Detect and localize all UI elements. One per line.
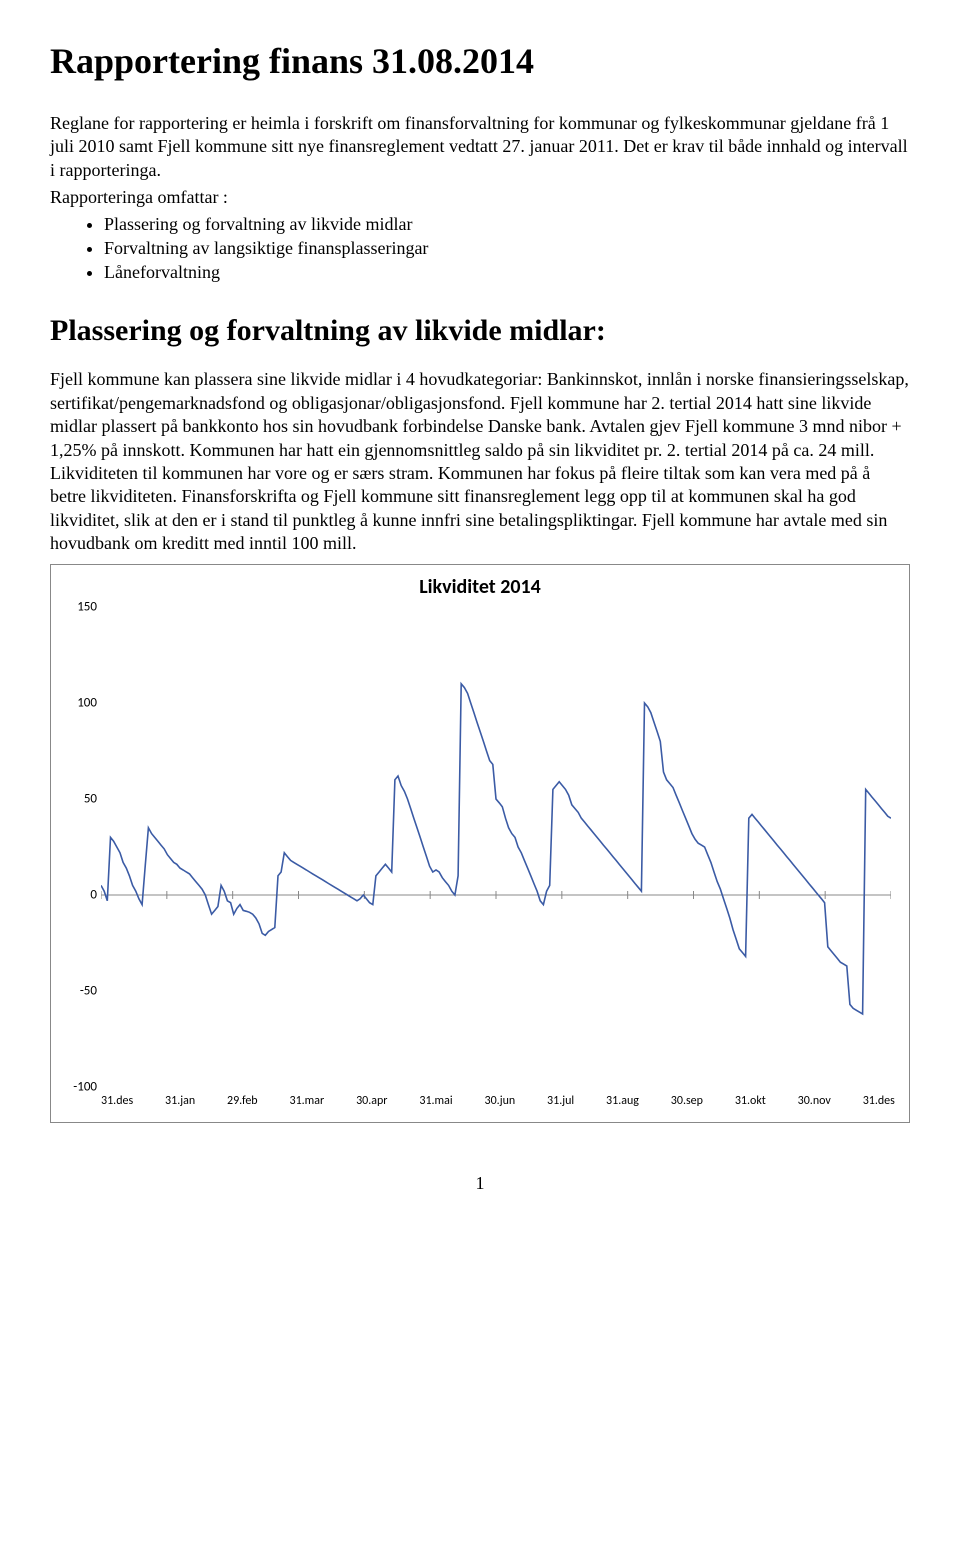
bullet-list: Plassering og forvaltning av likvide mid… (50, 212, 910, 285)
chart-y-tick-label: -100 (73, 1079, 97, 1094)
chart-y-tick-label: 50 (84, 791, 97, 806)
intro-paragraph: Reglane for rapportering er heimla i for… (50, 112, 910, 182)
chart-x-tick-label: 31.aug (606, 1094, 639, 1108)
chart-x-axis-labels: 31.des 31.jan 29.feb 31.mar 30.apr 31.mai 30.j… (101, 1094, 895, 1108)
chart-container: Likviditet 2014 150100500-50-100 31.des3… (50, 564, 910, 1123)
chart-x-tick-label: 30.nov (798, 1094, 831, 1108)
chart-x-tick-label: 31.mai (419, 1094, 452, 1108)
section-heading: Plassering og forvaltning av likvide mid… (50, 314, 910, 348)
page-title: Rapportering finans 31.08.2014 (50, 40, 910, 82)
list-item: Plassering og forvaltning av likvide mid… (104, 212, 910, 236)
page-number: 1 (50, 1173, 910, 1194)
chart-x-tick-label: 31.jan (165, 1094, 195, 1108)
chart-x-tick-label: 31.mar (289, 1094, 324, 1108)
chart-y-tick-label: 100 (77, 695, 97, 710)
list-item: Forvaltning av langsiktige finansplasser… (104, 236, 910, 260)
chart-y-tick-label: 150 (77, 599, 97, 614)
chart-x-tick-label: 31.jul (547, 1094, 574, 1108)
chart-x-tick-label: 30.apr (356, 1094, 387, 1108)
chart-y-axis-labels: 150100500-50-100 (65, 607, 101, 1087)
chart-x-tick-label: 31.okt (735, 1094, 766, 1108)
list-item: Låneforvaltning (104, 260, 910, 284)
chart-x-tick-label: 30.jun (485, 1094, 516, 1108)
chart-x-tick-label: 30.sep (671, 1094, 703, 1108)
chart-plot: 150100500-50-100 (65, 607, 895, 1092)
chart-svg (101, 607, 891, 1087)
chart-x-tick-label: 29.feb (227, 1094, 258, 1108)
chart-y-tick-label: 0 (90, 887, 97, 902)
chart-x-tick-label: 31.des (863, 1094, 895, 1108)
chart-title: Likviditet 2014 (65, 575, 895, 599)
list-intro: Rapporteringa omfattar : (50, 186, 910, 209)
chart-y-tick-label: -50 (80, 983, 97, 998)
chart-x-tick-label: 31.des (101, 1094, 133, 1108)
body-paragraph: Fjell kommune kan plassera sine likvide … (50, 368, 910, 555)
